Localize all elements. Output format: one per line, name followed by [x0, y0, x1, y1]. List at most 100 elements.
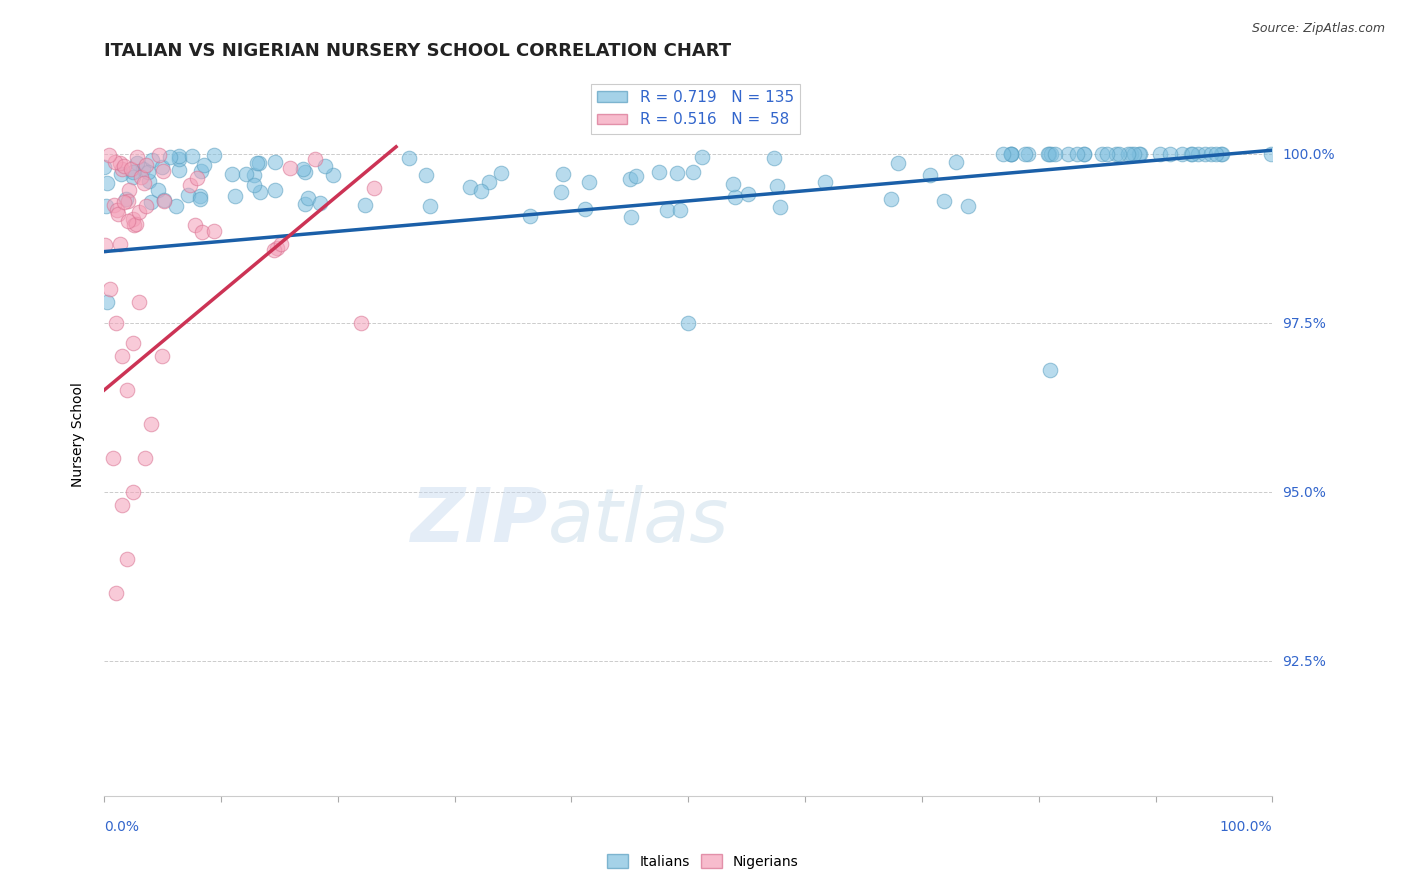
- Point: [294, 196, 316, 211]
- Point: [104, 316, 127, 330]
- Point: [152, 193, 174, 207]
- Point: [991, 146, 1014, 161]
- Point: [887, 156, 910, 170]
- Point: [191, 225, 214, 239]
- Point: [138, 174, 160, 188]
- Point: [294, 165, 316, 179]
- Point: [1211, 146, 1233, 161]
- Point: [932, 194, 955, 209]
- Point: [221, 167, 243, 181]
- Point: [150, 161, 173, 175]
- Point: [1038, 146, 1060, 161]
- Point: [574, 202, 596, 216]
- Point: [108, 155, 131, 169]
- Point: [148, 183, 170, 197]
- Point: [111, 161, 134, 176]
- Point: [918, 168, 941, 182]
- Point: [159, 150, 181, 164]
- Point: [724, 190, 747, 204]
- Point: [1260, 146, 1282, 161]
- Point: [94, 199, 117, 213]
- Y-axis label: Nursery School: Nursery School: [72, 382, 86, 487]
- Point: [202, 225, 225, 239]
- Point: [103, 198, 125, 212]
- Point: [1149, 146, 1171, 161]
- Point: [624, 169, 647, 183]
- Point: [1014, 146, 1036, 161]
- Point: [1043, 146, 1066, 161]
- Point: [135, 158, 157, 172]
- Point: [110, 167, 132, 181]
- Point: [110, 498, 132, 512]
- Point: [266, 241, 288, 255]
- Point: [762, 151, 785, 165]
- Point: [117, 214, 139, 228]
- Point: [128, 295, 150, 310]
- Point: [105, 202, 128, 217]
- Point: [124, 219, 146, 233]
- Point: [1199, 146, 1222, 161]
- Point: [620, 210, 643, 224]
- Point: [141, 153, 163, 167]
- Point: [246, 156, 269, 170]
- Point: [136, 165, 159, 179]
- Point: [458, 180, 481, 194]
- Point: [880, 193, 903, 207]
- Point: [188, 189, 211, 203]
- Point: [1209, 146, 1232, 161]
- Point: [1123, 146, 1146, 161]
- Point: [169, 149, 191, 163]
- Point: [107, 207, 129, 221]
- Legend: R = 0.719   N = 135, R = 0.516   N =  58: R = 0.719 N = 135, R = 0.516 N = 58: [591, 84, 800, 134]
- Point: [1105, 146, 1128, 161]
- Point: [1119, 146, 1142, 161]
- Legend: Italians, Nigerians: Italians, Nigerians: [602, 848, 804, 874]
- Point: [1108, 146, 1130, 161]
- Point: [122, 335, 145, 350]
- Point: [676, 316, 699, 330]
- Point: [1194, 146, 1216, 161]
- Point: [121, 164, 143, 178]
- Point: [180, 148, 202, 162]
- Point: [148, 148, 170, 162]
- Point: [619, 171, 641, 186]
- Point: [322, 168, 344, 182]
- Text: ITALIAN VS NIGERIAN NURSERY SCHOOL CORRELATION CHART: ITALIAN VS NIGERIAN NURSERY SCHOOL CORRE…: [104, 42, 731, 60]
- Point: [176, 188, 198, 202]
- Point: [103, 450, 125, 465]
- Point: [249, 185, 271, 199]
- Point: [134, 176, 156, 190]
- Point: [115, 192, 138, 206]
- Point: [263, 183, 285, 197]
- Point: [363, 180, 385, 194]
- Point: [117, 383, 139, 397]
- Point: [117, 194, 139, 208]
- Point: [135, 199, 157, 213]
- Point: [131, 170, 153, 185]
- Point: [1159, 146, 1181, 161]
- Point: [193, 158, 215, 172]
- Point: [297, 191, 319, 205]
- Point: [120, 162, 142, 177]
- Point: [188, 192, 211, 206]
- Point: [350, 316, 373, 330]
- Point: [1073, 146, 1095, 161]
- Point: [134, 450, 156, 465]
- Point: [152, 350, 174, 364]
- Point: [957, 198, 980, 212]
- Point: [551, 167, 574, 181]
- Point: [1040, 146, 1063, 161]
- Point: [112, 159, 135, 173]
- Point: [224, 189, 246, 203]
- Point: [153, 194, 176, 209]
- Point: [1090, 146, 1112, 161]
- Point: [737, 187, 759, 202]
- Point: [1205, 146, 1227, 161]
- Point: [96, 176, 118, 190]
- Point: [167, 152, 190, 166]
- Point: [666, 166, 689, 180]
- Point: [235, 167, 257, 181]
- Point: [128, 205, 150, 219]
- Point: [110, 350, 132, 364]
- Point: [202, 148, 225, 162]
